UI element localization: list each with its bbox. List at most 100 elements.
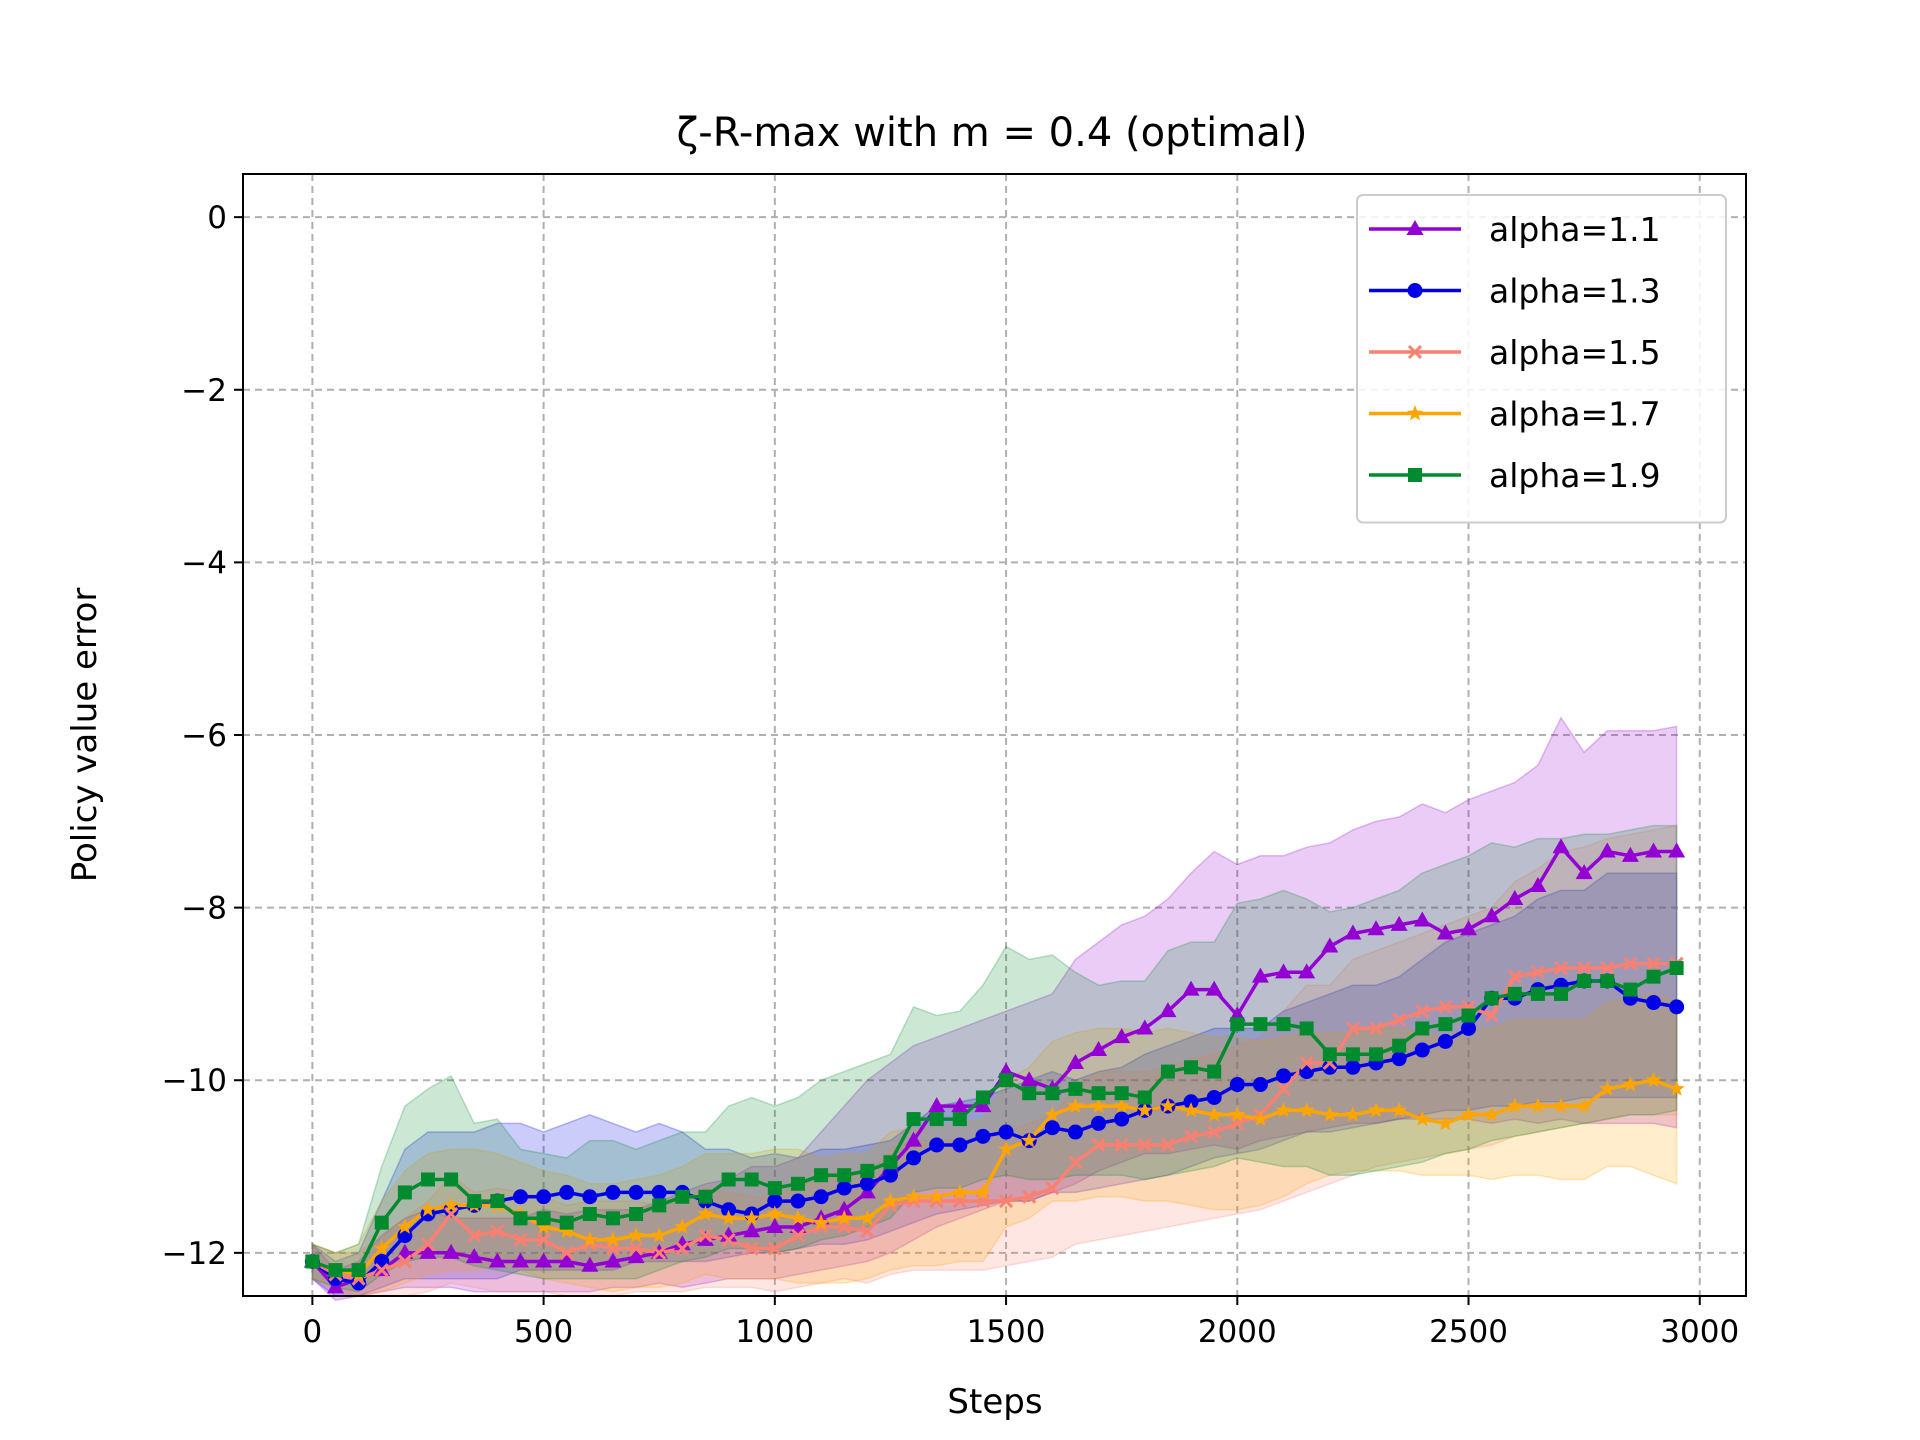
series-4-point: [1645, 1071, 1662, 1088]
series-4-point: [1483, 1106, 1500, 1122]
series-5-point: [444, 1172, 459, 1187]
x-marker-stroke: [1022, 1189, 1037, 1204]
series-1-point: [465, 1248, 483, 1264]
series-5-point: [467, 1194, 482, 1209]
series-1-point: [1205, 980, 1223, 996]
series-3-point: [860, 1224, 875, 1239]
series-5-point: [906, 1112, 921, 1127]
series-3-point: [652, 1245, 667, 1260]
y-tick-label: −4: [181, 545, 227, 581]
series-4-point: [1344, 1106, 1361, 1122]
y-tick-label: −2: [181, 373, 227, 409]
x-tick-label: 500: [514, 1314, 573, 1350]
series-3-point: [1160, 1137, 1175, 1153]
series-5-point: [490, 1194, 505, 1209]
series-5-point: [536, 1211, 551, 1226]
series-2-point: [859, 1176, 875, 1192]
series-3-point: [790, 1228, 806, 1243]
series-4-point: [396, 1218, 413, 1234]
series-5-point: [837, 1168, 852, 1183]
series-3-point: [999, 1194, 1014, 1209]
x-marker-stroke: [721, 1232, 736, 1247]
series-4-point: [974, 1183, 992, 1200]
series-5-point: [790, 1176, 805, 1191]
series-2-point: [651, 1184, 667, 1200]
series-4-point: [1206, 1106, 1223, 1122]
series-2-point: [1345, 1059, 1361, 1075]
series-4-point: [1460, 1106, 1477, 1122]
series-3-point: [1507, 969, 1522, 984]
series-3-point: [1577, 960, 1592, 976]
x-marker-stroke: [629, 1241, 644, 1256]
series-3-point: [536, 1232, 551, 1247]
series-2-point: [1276, 1068, 1292, 1084]
series-1-point: [1460, 920, 1478, 936]
series-1-point: [673, 1235, 691, 1251]
series-3-point: [467, 1228, 482, 1243]
x-marker-stroke: [397, 1254, 412, 1269]
series-4-point: [1414, 1110, 1431, 1126]
series-4-point: [1367, 1101, 1385, 1118]
series-5-point: [652, 1198, 667, 1213]
series-2-point: [628, 1184, 644, 1200]
series-5-point: [883, 1155, 898, 1170]
series-4-point: [1321, 1106, 1338, 1122]
series-2-point: [1091, 1115, 1107, 1131]
x-marker-stroke: [536, 1232, 551, 1247]
series-5-point: [1554, 986, 1569, 1001]
series-3-point: [1091, 1137, 1106, 1153]
x-marker-stroke: [1484, 1008, 1499, 1023]
series-2-point: [582, 1189, 598, 1205]
x-marker-stroke: [1183, 1129, 1199, 1144]
series-5-point: [374, 1215, 389, 1230]
x-marker-stroke: [1276, 1081, 1291, 1096]
series-4-point: [373, 1240, 390, 1256]
series-1-point: [1136, 1019, 1154, 1035]
x-tick-label: 1000: [735, 1314, 814, 1350]
x-marker-stroke: [1392, 1012, 1407, 1027]
series-1-band: [311, 716, 1678, 1302]
series-5-point: [975, 1090, 990, 1105]
series-3-point: [1137, 1137, 1152, 1153]
series-5-point: [1369, 1047, 1384, 1062]
series-4-point: [1044, 1106, 1061, 1122]
series-5-point: [1207, 1064, 1222, 1079]
series-3-point: [1045, 1181, 1060, 1196]
x-marker-stroke: [1137, 1137, 1152, 1153]
x-marker-stroke: [467, 1228, 482, 1243]
legend-marker: [1407, 283, 1423, 298]
x-marker-stroke: [767, 1241, 782, 1256]
series-4-point: [674, 1218, 691, 1234]
series-1-point: [789, 1217, 807, 1233]
series-5-point: [1045, 1086, 1060, 1101]
x-marker-stroke: [1091, 1137, 1106, 1153]
x-marker-stroke: [1577, 960, 1592, 976]
series-4-point: [859, 1209, 876, 1226]
series-5-point: [1160, 1064, 1175, 1079]
series-2-point: [1252, 1077, 1268, 1093]
series-4-point: [1529, 1097, 1546, 1113]
series-5-point: [1623, 982, 1638, 997]
series-2-point: [952, 1137, 968, 1153]
series-2-point: [536, 1189, 552, 1205]
series-3-point: [513, 1232, 528, 1247]
series-3-point: [1392, 1012, 1407, 1027]
x-marker-stroke: [1507, 969, 1522, 984]
series-4-point: [1622, 1076, 1639, 1092]
series-1-point: [720, 1226, 738, 1242]
x-marker-stroke: [790, 1228, 806, 1243]
x-marker-stroke: [374, 1263, 389, 1278]
series-4-point: [1136, 1101, 1153, 1118]
x-marker-stroke: [1600, 960, 1615, 976]
series-2-point: [1391, 1051, 1407, 1067]
series-1-point: [1275, 963, 1293, 979]
y-tick-label: −8: [181, 891, 227, 927]
series-1-point: [1020, 1071, 1038, 1087]
legend-label: alpha=1.9: [1489, 456, 1661, 495]
x-marker-stroke: [1345, 1021, 1360, 1036]
series-3-point: [744, 1241, 759, 1256]
series-2-point: [1114, 1111, 1130, 1127]
series-4-point: [1229, 1106, 1246, 1122]
x-axis-label: Steps: [947, 1382, 1042, 1422]
series-1-point: [535, 1252, 553, 1268]
